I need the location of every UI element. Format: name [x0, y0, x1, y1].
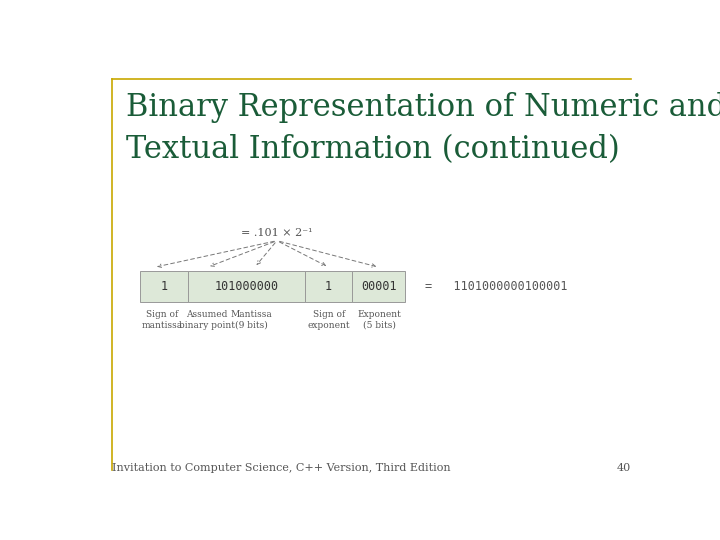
Bar — [140, 271, 188, 302]
Text: Binary Representation of Numeric and
Textual Information (continued): Binary Representation of Numeric and Tex… — [126, 92, 720, 165]
Text: Exponent
(5 bits): Exponent (5 bits) — [357, 310, 401, 330]
Text: 1: 1 — [325, 280, 332, 293]
Text: Sign of
exponent: Sign of exponent — [307, 310, 350, 330]
Bar — [352, 271, 405, 302]
Text: 40: 40 — [617, 463, 631, 473]
Text: Assumed
binary point: Assumed binary point — [179, 310, 235, 330]
Text: Sign of
mantissa: Sign of mantissa — [142, 310, 183, 330]
Text: Invitation to Computer Science, C++ Version, Third Edition: Invitation to Computer Science, C++ Vers… — [112, 463, 451, 473]
Bar — [188, 271, 305, 302]
Text: 1: 1 — [161, 280, 168, 293]
Text: 00001: 00001 — [361, 280, 397, 293]
Text: =   1101000000100001: = 1101000000100001 — [425, 280, 567, 293]
Text: = .101 × 2⁻¹: = .101 × 2⁻¹ — [241, 228, 312, 238]
Bar — [305, 271, 352, 302]
Text: 101000000: 101000000 — [214, 280, 279, 293]
Text: Mantissa
(9 bits): Mantissa (9 bits) — [231, 310, 273, 330]
